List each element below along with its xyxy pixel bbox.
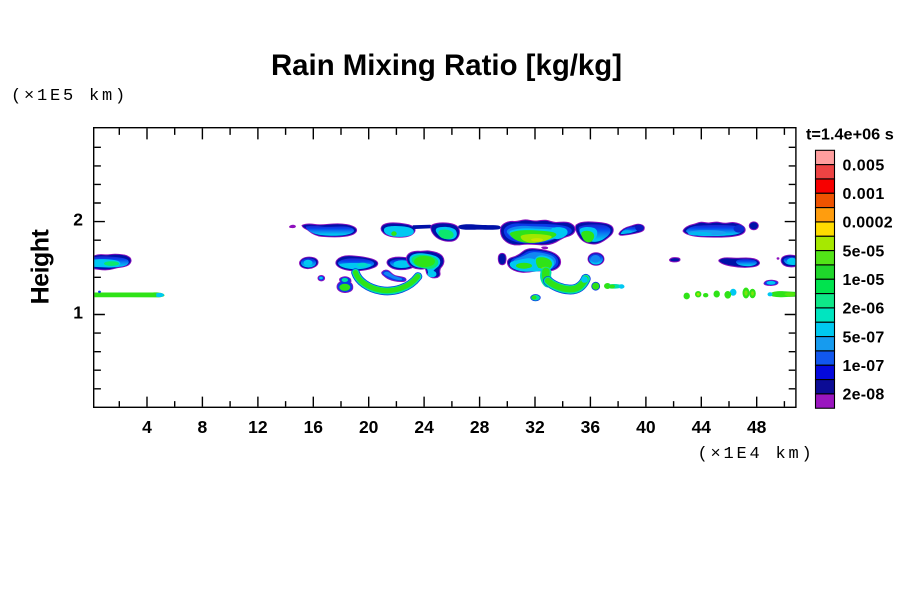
svg-text:5e-07: 5e-07 bbox=[843, 329, 885, 346]
svg-text:8: 8 bbox=[198, 417, 208, 437]
svg-text:40: 40 bbox=[636, 417, 656, 437]
svg-text:16: 16 bbox=[304, 417, 324, 437]
svg-text:Rain Mixing Ratio [kg/kg]: Rain Mixing Ratio [kg/kg] bbox=[271, 49, 622, 82]
svg-text:2: 2 bbox=[73, 210, 83, 230]
svg-text:12: 12 bbox=[248, 417, 268, 437]
svg-text:2e-06: 2e-06 bbox=[843, 301, 885, 318]
svg-text:36: 36 bbox=[581, 417, 601, 437]
svg-text:48: 48 bbox=[747, 417, 767, 437]
svg-text:2e-08: 2e-08 bbox=[843, 387, 885, 404]
svg-text:1e-07: 1e-07 bbox=[843, 358, 885, 375]
svg-text:4: 4 bbox=[142, 417, 152, 437]
svg-text:0.0002: 0.0002 bbox=[843, 215, 893, 232]
svg-text:Height: Height bbox=[27, 228, 55, 304]
svg-text:t=1.4e+06 s: t=1.4e+06 s bbox=[806, 127, 894, 144]
svg-text:1: 1 bbox=[73, 302, 83, 322]
svg-text:5e-05: 5e-05 bbox=[843, 243, 885, 260]
svg-text:28: 28 bbox=[470, 417, 490, 437]
svg-text:24: 24 bbox=[414, 417, 434, 437]
svg-text:44: 44 bbox=[692, 417, 712, 437]
svg-text:32: 32 bbox=[525, 417, 545, 437]
svg-text:20: 20 bbox=[359, 417, 379, 437]
svg-text:0.001: 0.001 bbox=[843, 186, 885, 203]
svg-text:0.005: 0.005 bbox=[843, 157, 885, 174]
svg-text:(×1E5 km): (×1E5 km) bbox=[11, 87, 128, 106]
svg-text:(×1E4 km): (×1E4 km) bbox=[698, 445, 815, 464]
svg-text:1e-05: 1e-05 bbox=[843, 272, 885, 289]
